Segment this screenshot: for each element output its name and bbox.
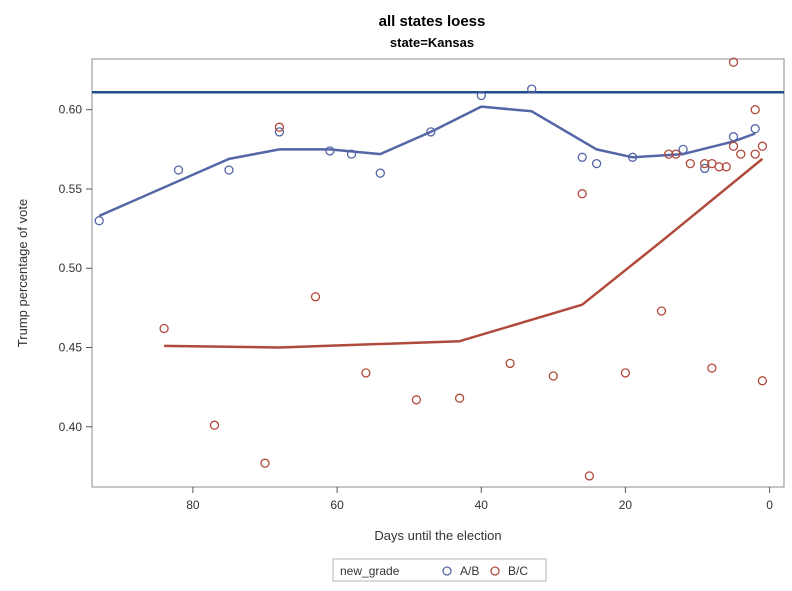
loess-line-a-b: [98, 105, 756, 218]
data-point-b-c: [260, 458, 270, 468]
data-point-a-b: [728, 132, 739, 142]
data-point-b-c: [505, 358, 515, 369]
data-point-a-b: [476, 90, 486, 101]
x-tick-label: 80: [186, 498, 200, 512]
legend: new_grade A/B B/C: [332, 558, 547, 582]
y-tick-label: 0.60: [59, 103, 83, 117]
data-point-b-c: [685, 158, 695, 169]
data-point-b-c: [721, 162, 731, 172]
x-tick-label: 0: [766, 498, 773, 512]
x-axis-label: Days until the election: [374, 528, 501, 543]
data-point-b-c: [454, 393, 465, 403]
plot-area: [91, 58, 785, 488]
data-point-b-c: [620, 368, 631, 378]
data-point-a-b: [94, 216, 104, 226]
legend-marker: [490, 566, 500, 576]
chart-title: all states loess: [379, 13, 486, 30]
legend-entry-label: B/C: [508, 564, 528, 578]
data-point-b-c: [411, 395, 422, 405]
data-point-b-c: [671, 149, 681, 159]
data-point-a-b: [700, 163, 710, 174]
data-point-b-c: [757, 376, 768, 386]
data-point-b-c: [274, 122, 285, 132]
data-point-b-c: [728, 57, 739, 67]
data-point-b-c: [548, 371, 558, 381]
data-point-b-c: [714, 162, 724, 172]
data-point-b-c: [656, 306, 667, 316]
legend-entries: A/B B/C: [442, 564, 528, 578]
data-point-a-b: [678, 144, 688, 155]
data-point-a-b: [325, 146, 335, 156]
data-point-b-c: [700, 158, 710, 169]
data-point-b-c: [209, 420, 220, 430]
data-point-b-c: [584, 471, 595, 481]
loess-line-b-c: [164, 157, 764, 349]
data-point-a-b: [591, 158, 602, 169]
data-point-b-c: [757, 141, 768, 151]
chart-subtitle: state=Kansas: [390, 35, 474, 50]
data-point-b-c: [750, 149, 760, 159]
x-tick-label: 60: [330, 498, 344, 512]
data-point-a-b: [346, 149, 357, 159]
data-point-b-c: [707, 363, 717, 373]
data-point-a-b: [527, 84, 537, 94]
x-axis: 80 60 40 20 0: [186, 487, 773, 512]
x-tick-label: 40: [475, 498, 489, 512]
y-tick-label: 0.50: [59, 261, 83, 275]
data-point-b-c: [750, 105, 760, 115]
y-tick-label: 0.45: [59, 341, 83, 355]
x-tick-label: 20: [619, 498, 633, 512]
data-point-b-c: [361, 368, 371, 378]
y-axis: 0.40 0.45 0.50 0.55 0.60: [59, 103, 92, 434]
legend-entry-label: A/B: [460, 564, 479, 578]
data-point-a-b: [750, 124, 760, 134]
points-layer: [94, 57, 768, 481]
data-point-b-c: [159, 323, 169, 334]
data-point-b-c: [310, 292, 321, 302]
data-point-a-b: [224, 165, 234, 175]
legend-box: [332, 558, 547, 582]
y-axis-label: Trump percentage of vote: [15, 199, 30, 347]
data-point-b-c: [577, 189, 587, 199]
y-tick-label: 0.40: [59, 420, 83, 434]
data-point-b-c: [664, 149, 674, 159]
data-point-a-b: [274, 127, 285, 137]
data-point-a-b: [577, 152, 587, 162]
data-point-b-c: [728, 141, 739, 151]
data-point-a-b: [375, 168, 385, 178]
y-tick-label: 0.55: [59, 182, 83, 196]
legend-title: new_grade: [340, 564, 400, 578]
data-point-a-b: [426, 127, 436, 137]
legend-marker: [442, 566, 452, 576]
loess-layer: [98, 105, 764, 349]
data-point-b-c: [736, 149, 746, 159]
data-point-a-b: [627, 152, 638, 162]
data-point-a-b: [173, 165, 184, 175]
